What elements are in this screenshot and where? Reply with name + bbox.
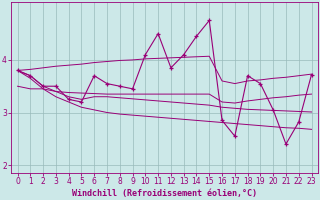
X-axis label: Windchill (Refroidissement éolien,°C): Windchill (Refroidissement éolien,°C)	[72, 189, 257, 198]
